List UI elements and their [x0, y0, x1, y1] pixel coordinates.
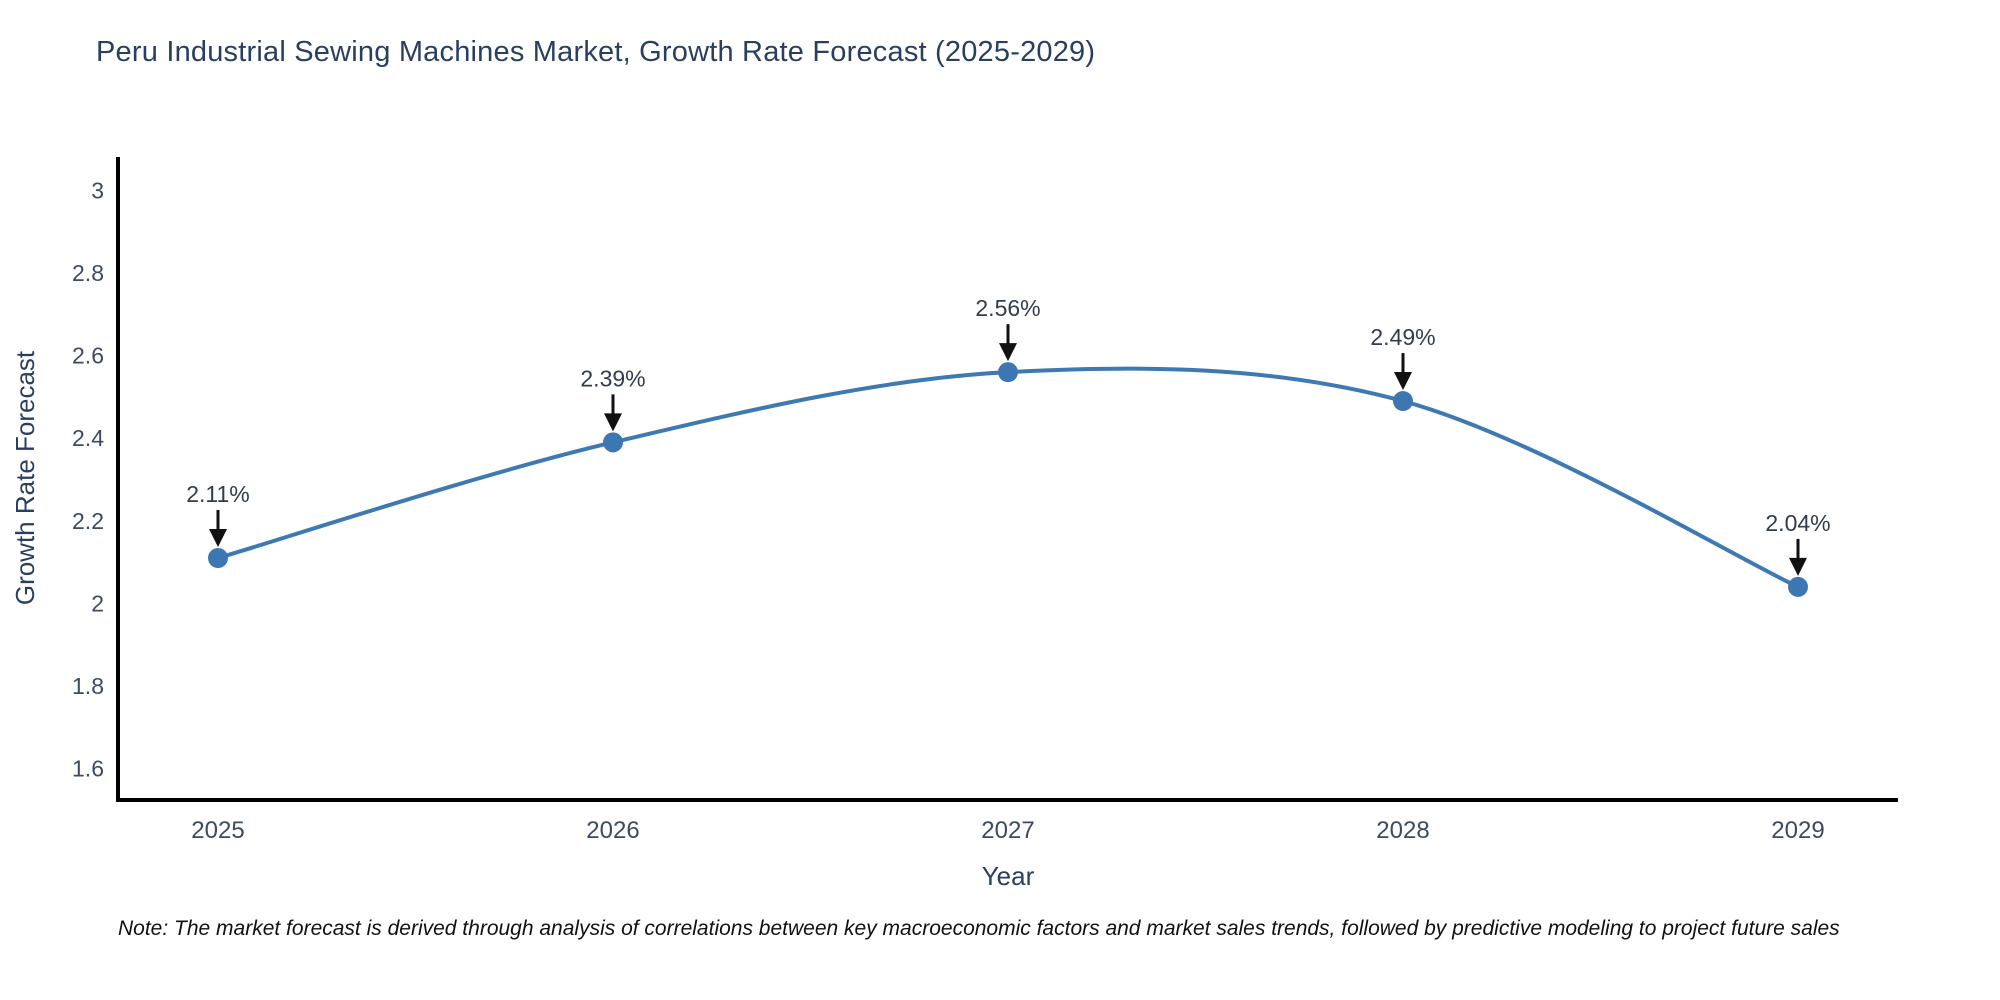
- y-tick-label: 2: [91, 590, 104, 616]
- y-tick-label: 2.6: [72, 343, 104, 369]
- data-point-2029: [1788, 576, 1808, 597]
- data-point-2027: [998, 362, 1018, 383]
- x-tick-label: 2026: [586, 817, 639, 844]
- growth-rate-series-line: [216, 366, 1800, 589]
- x-axis-title: Year: [982, 861, 1035, 891]
- point-value-label: 2.04%: [1765, 510, 1830, 536]
- point-value-label: 2.56%: [975, 295, 1040, 321]
- y-tick-label: 3: [91, 177, 104, 203]
- x-tick-label: 2029: [1771, 817, 1824, 844]
- annotation-arrowhead-icon: [1789, 557, 1807, 576]
- annotation-arrowhead-icon: [209, 529, 227, 547]
- data-point-2026: [603, 432, 623, 453]
- y-tick-label: 2.2: [72, 508, 104, 534]
- chart-title: Peru Industrial Sewing Machines Market, …: [96, 36, 1096, 68]
- point-annotation-2027: 2.56%: [975, 295, 1041, 362]
- y-tick-label: 1.6: [72, 756, 104, 782]
- chart-footnote: Note: The market forecast is derived thr…: [118, 917, 1840, 940]
- annotation-arrowhead-icon: [999, 343, 1017, 362]
- data-point-2028: [1393, 391, 1413, 412]
- point-value-label: 2.39%: [580, 365, 645, 391]
- y-tick-label: 2.8: [72, 260, 104, 286]
- y-tick-labels: 1.6 1.8 2 2.2 2.4 2.6 2.8 3: [72, 177, 104, 781]
- x-tick-label: 2025: [191, 817, 244, 844]
- y-axis-title: Growth Rate Forecast: [10, 350, 40, 605]
- point-annotation-2029: 2.04%: [1765, 510, 1831, 576]
- y-tick-label: 2.4: [72, 425, 104, 451]
- x-tick-label: 2027: [981, 817, 1034, 844]
- point-annotation-2026: 2.39%: [580, 365, 646, 432]
- annotation-arrowhead-icon: [1394, 372, 1412, 391]
- point-value-label: 2.49%: [1370, 324, 1435, 350]
- axes: [116, 157, 1898, 802]
- point-value-label: 2.11%: [186, 481, 250, 507]
- point-annotation-2028: 2.49%: [1370, 324, 1436, 391]
- x-tick-label: 2028: [1376, 817, 1429, 844]
- annotation-arrowhead-icon: [604, 413, 622, 432]
- point-annotation-2025: 2.11%: [186, 481, 250, 547]
- data-point-2025: [208, 548, 228, 568]
- y-tick-label: 1.8: [72, 673, 104, 699]
